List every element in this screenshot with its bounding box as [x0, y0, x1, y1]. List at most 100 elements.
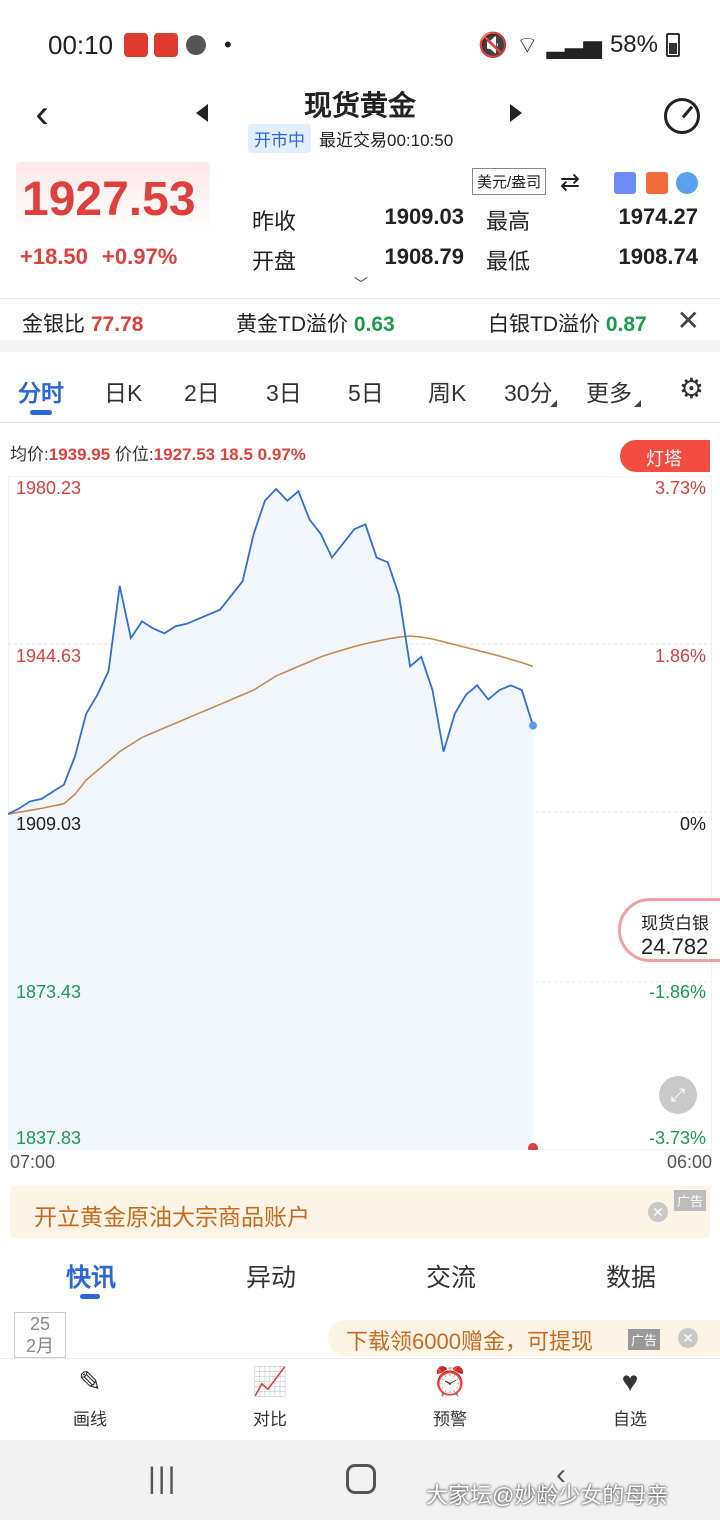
y-tick-left: 1873.43	[16, 982, 82, 1002]
current-price: 1927.53	[22, 173, 196, 226]
close-icon[interactable]: ✕	[676, 305, 700, 336]
silver-td-premium: 白银TD溢价 0.87	[488, 313, 647, 336]
x-tick: 06:00	[666, 1152, 712, 1172]
t-tool-icon[interactable]	[646, 172, 668, 194]
signal-icon: ▂▃▅	[546, 31, 602, 59]
open-value: 1908.79	[384, 244, 464, 269]
tab-discussion[interactable]: 交流	[426, 1264, 477, 1292]
spot-silver-badge[interactable]: 现货白银 24.782	[618, 898, 720, 962]
fullscreen-icon[interactable]: ⤢	[659, 1076, 697, 1114]
y-tick-left: 1909.03	[16, 814, 82, 834]
percent-tool-icon[interactable]	[614, 172, 636, 194]
tab-weekly-k[interactable]: 周K	[428, 380, 467, 406]
page-title: 现货黄金	[303, 90, 416, 121]
unit-selector[interactable]: 美元/盎司	[472, 168, 547, 195]
gold-td-premium: 黄金TD溢价 0.63	[236, 313, 395, 336]
tab-data[interactable]: 数据	[606, 1264, 657, 1292]
bottom-toolbar: ✎ 画线 📈 对比 ⏰ 预警 ♥ 自选	[0, 1358, 720, 1438]
heart-icon: ♥	[621, 1366, 639, 1397]
pen-icon: ✎	[78, 1366, 102, 1397]
market-open-badge: 开市中	[248, 124, 311, 153]
previous-instrument-button[interactable]	[196, 104, 208, 122]
app-notification-icon	[124, 33, 148, 57]
gear-icon[interactable]: ⚙	[678, 373, 704, 404]
change-value: +18.50	[20, 244, 88, 269]
back-nav-icon[interactable]: ‹	[556, 1458, 566, 1491]
y-tick-right: -3.73%	[648, 1128, 706, 1148]
open-label: 开盘	[252, 249, 297, 274]
status-time: 00:10	[48, 30, 114, 60]
dropdown-corner-icon	[634, 400, 641, 407]
high-value: 1974.27	[618, 204, 698, 229]
y-tick-right: 1.86%	[654, 646, 706, 666]
next-instrument-button[interactable]	[510, 104, 522, 122]
refresh-icon[interactable]	[664, 98, 700, 134]
chart-info-line: 均价:1939.95 价位:1927.53 18.5 0.97%	[10, 445, 306, 464]
close-icon[interactable]: ✕	[648, 1202, 668, 1222]
last-trade-time: 最近交易00:10:50	[319, 131, 454, 150]
prev-close-value: 1909.03	[384, 204, 464, 229]
price-area-fill	[8, 488, 533, 1150]
period-tabs: 分时 日K 2日 3日 5日 周K 30分 更多 ⚙	[0, 370, 720, 420]
intraday-chart[interactable]	[8, 476, 712, 1150]
price-line	[8, 487, 534, 815]
ad-text: 开立黄金原油大宗商品账户	[34, 1204, 310, 1230]
market-status: 开市中 最近交易00:10:50	[248, 124, 453, 153]
compare-button[interactable]: 📈 对比	[210, 1359, 330, 1430]
tab-movements[interactable]: 异动	[246, 1264, 297, 1292]
prev-close-label: 昨收	[252, 209, 297, 234]
lighthouse-button[interactable]: 灯塔	[620, 440, 710, 472]
low-value: 1908.74	[618, 244, 698, 269]
average-price-line	[8, 635, 534, 815]
pie-tool-icon[interactable]	[676, 172, 698, 194]
header: ‹ 现货黄金 开市中 最近交易00:10:50	[0, 80, 720, 153]
y-tick-right: -1.86%	[648, 982, 706, 1002]
y-tick-right: 0%	[679, 814, 706, 834]
tab-2day[interactable]: 2日	[184, 380, 220, 406]
tab-30min[interactable]: 30分	[504, 380, 553, 406]
user-notification-icon	[186, 35, 206, 55]
active-tab-indicator	[80, 1294, 100, 1299]
divider	[0, 422, 720, 423]
recent-apps-icon[interactable]: |||	[148, 1462, 178, 1495]
y-tick-left: 1980.23	[16, 478, 82, 498]
ad-banner-2[interactable]: 下载领6000赠金，可提现 广告 ✕	[328, 1320, 720, 1356]
tab-daily-k[interactable]: 日K	[104, 380, 143, 406]
last-price-point	[529, 721, 537, 730]
battery-text: 58%	[609, 31, 658, 58]
expand-quote-icon[interactable]: ﹀	[354, 276, 368, 292]
status-bar: 00:10 • 🔇 ⌔ ▂▃▅ 58%	[0, 0, 720, 90]
system-nav-bar: ||| ‹	[0, 1440, 720, 1520]
tab-more[interactable]: 更多	[586, 380, 632, 406]
close-icon[interactable]: ✕	[678, 1328, 698, 1348]
swap-icon[interactable]: ⇄	[560, 169, 581, 196]
low-label: 最低	[486, 249, 531, 274]
alert-button[interactable]: ⏰ 预警	[390, 1359, 510, 1430]
draw-line-button[interactable]: ✎ 画线	[30, 1359, 150, 1430]
section-gap	[0, 340, 720, 352]
tab-intraday[interactable]: 分时	[18, 380, 64, 406]
watermark: 大家坛@妙龄少女的母亲	[426, 1483, 669, 1508]
tab-flash-news[interactable]: 快讯	[66, 1264, 117, 1292]
home-icon[interactable]	[346, 1464, 376, 1494]
tab-3day[interactable]: 3日	[266, 380, 302, 406]
status-right: 🔇 ⌔ ▂▃▅ 58%	[478, 30, 680, 60]
ad-tag: 广告	[628, 1329, 661, 1350]
more-notifications-icon: •	[224, 32, 232, 57]
price-highlight	[16, 162, 210, 234]
divider	[0, 298, 720, 299]
wifi-icon: ⌔	[516, 32, 539, 59]
ad-tag: 广告	[673, 1190, 706, 1211]
ad-banner[interactable]: 开立黄金原油大宗商品账户 广告 ✕	[10, 1186, 710, 1238]
active-tab-indicator	[30, 410, 52, 415]
dropdown-corner-icon	[550, 400, 557, 407]
y-tick-left: 1944.63	[16, 646, 82, 666]
tab-5day[interactable]: 5日	[348, 380, 384, 406]
watchlist-button[interactable]: ♥ 自选	[570, 1359, 690, 1430]
change-percent: +0.97%	[102, 244, 178, 269]
gold-silver-ratio: 金银比 77.78	[22, 313, 144, 336]
battery-icon	[666, 33, 680, 57]
price-change: +18.50 +0.97%	[20, 244, 177, 270]
mute-icon: 🔇	[478, 31, 509, 59]
back-button[interactable]: ‹	[35, 92, 49, 136]
